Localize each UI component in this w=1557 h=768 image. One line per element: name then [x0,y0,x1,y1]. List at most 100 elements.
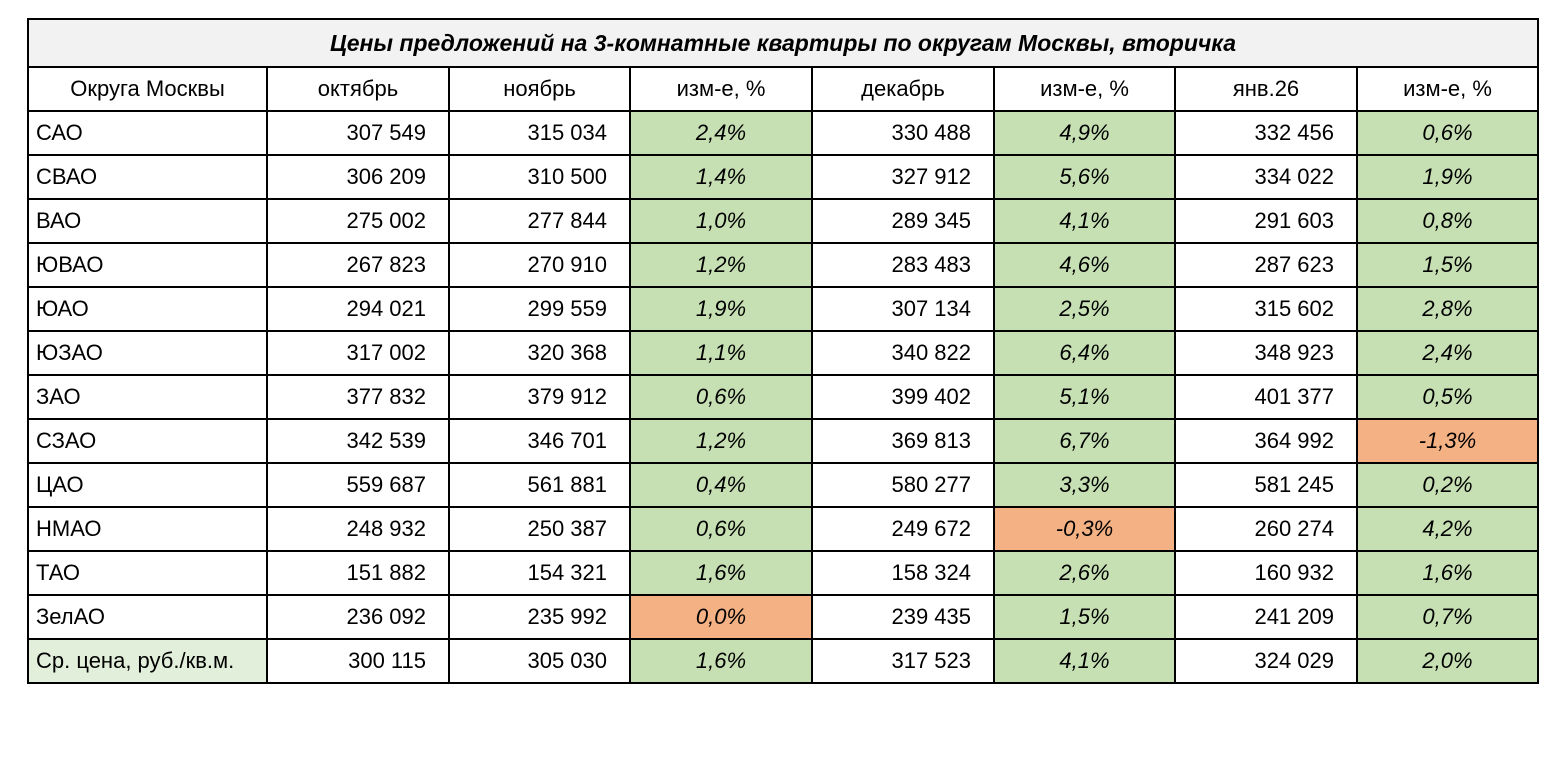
october-price-cell: 306 209 [266,154,450,200]
december-price-cell: 399 402 [811,374,995,420]
january-change-cell: 0,2% [1356,462,1539,508]
district-cell: ЦАО [27,462,268,508]
november-change-cell: 2,4% [629,110,813,156]
november-price-cell: 299 559 [448,286,631,332]
october-price-cell: 236 092 [266,594,450,640]
december-change-cell: 4,1% [993,198,1176,244]
table-row: ЮАО 294 021 299 559 1,9% 307 134 2,5% 315 602 2… [27,286,1539,332]
title-row: Цены предложений на 3-комнатные квартиры… [27,18,1539,68]
november-change-cell: 1,2% [629,418,813,464]
october-price-cell: 559 687 [266,462,450,508]
november-change-cell: 1,0% [629,198,813,244]
january-price-cell: 160 932 [1174,550,1358,596]
table-row: НМАО 248 932 250 387 0,6% 249 672 -0,3% 260 27… [27,506,1539,552]
november-price-cell: 154 321 [448,550,631,596]
january-price-cell: 332 456 [1174,110,1358,156]
january-price-cell: 581 245 [1174,462,1358,508]
table-body: Цены предложений на 3-комнатные квартиры… [27,18,1539,684]
december-change-cell: 1,5% [993,594,1176,640]
november-price-cell: 320 368 [448,330,631,376]
january-change-cell: 4,2% [1356,506,1539,552]
district-cell: ВАО [27,198,268,244]
table-row: СЗАО 342 539 346 701 1,2% 369 813 6,7% 364 992… [27,418,1539,464]
column-header-october: октябрь [266,66,450,112]
november-price-cell: 379 912 [448,374,631,420]
january-change-cell: 1,5% [1356,242,1539,288]
january-price-cell: 315 602 [1174,286,1358,332]
december-change-cell: -0,3% [993,506,1176,552]
december-price-cell: 283 483 [811,242,995,288]
november-price-cell: 250 387 [448,506,631,552]
table-row: ЗАО 377 832 379 912 0,6% 399 402 5,1% 401 377 0… [27,374,1539,420]
november-change-cell: 1,4% [629,154,813,200]
november-price-cell: 305 030 [448,638,631,684]
december-price-cell: 239 435 [811,594,995,640]
table-row: ЮЗАО 317 002 320 368 1,1% 340 822 6,4% 348 923… [27,330,1539,376]
november-change-cell: 1,9% [629,286,813,332]
november-price-cell: 561 881 [448,462,631,508]
january-price-cell: 287 623 [1174,242,1358,288]
january-price-cell: 241 209 [1174,594,1358,640]
column-header-change-december: изм-е, % [993,66,1176,112]
january-change-cell: -1,3% [1356,418,1539,464]
column-header-change-january: изм-е, % [1356,66,1539,112]
november-price-cell: 235 992 [448,594,631,640]
november-change-cell: 1,6% [629,550,813,596]
november-change-cell: 1,1% [629,330,813,376]
table-title: Цены предложений на 3-комнатные квартиры… [27,18,1539,68]
december-price-cell: 369 813 [811,418,995,464]
december-change-cell: 4,6% [993,242,1176,288]
district-cell: ТАО [27,550,268,596]
column-header-change-november: изм-е, % [629,66,813,112]
december-price-cell: 158 324 [811,550,995,596]
november-price-cell: 310 500 [448,154,631,200]
december-price-cell: 289 345 [811,198,995,244]
table-row: ЗелАО 236 092 235 992 0,0% 239 435 1,5% 241 20… [27,594,1539,640]
table-row: ВАО 275 002 277 844 1,0% 289 345 4,1% 291 603 0… [27,198,1539,244]
october-price-cell: 151 882 [266,550,450,596]
december-price-cell: 317 523 [811,638,995,684]
january-price-cell: 334 022 [1174,154,1358,200]
table-row: САО 307 549 315 034 2,4% 330 488 4,9% 332 456 0… [27,110,1539,156]
january-change-cell: 0,6% [1356,110,1539,156]
november-change-cell: 1,6% [629,638,813,684]
november-change-cell: 0,6% [629,506,813,552]
november-price-cell: 270 910 [448,242,631,288]
october-price-cell: 300 115 [266,638,450,684]
january-change-cell: 1,9% [1356,154,1539,200]
december-change-cell: 6,7% [993,418,1176,464]
table-row: СВАО 306 209 310 500 1,4% 327 912 5,6% 334 022… [27,154,1539,200]
january-change-cell: 2,4% [1356,330,1539,376]
november-change-cell: 1,2% [629,242,813,288]
october-price-cell: 377 832 [266,374,450,420]
december-change-cell: 6,4% [993,330,1176,376]
december-change-cell: 3,3% [993,462,1176,508]
december-price-cell: 330 488 [811,110,995,156]
district-cell: СВАО [27,154,268,200]
january-change-cell: 0,8% [1356,198,1539,244]
january-price-cell: 401 377 [1174,374,1358,420]
column-header-january: янв.26 [1174,66,1358,112]
january-price-cell: 348 923 [1174,330,1358,376]
december-change-cell: 4,9% [993,110,1176,156]
november-change-cell: 0,6% [629,374,813,420]
december-price-cell: 580 277 [811,462,995,508]
january-change-cell: 2,8% [1356,286,1539,332]
header-row: Округа Москвы октябрь ноябрь изм-е, % де… [27,66,1539,112]
december-change-cell: 2,6% [993,550,1176,596]
district-cell: ЗАО [27,374,268,420]
january-price-cell: 260 274 [1174,506,1358,552]
district-cell: НМАО [27,506,268,552]
october-price-cell: 267 823 [266,242,450,288]
october-price-cell: 342 539 [266,418,450,464]
october-price-cell: 317 002 [266,330,450,376]
november-price-cell: 315 034 [448,110,631,156]
table-row: ТАО 151 882 154 321 1,6% 158 324 2,6% 160 932 1… [27,550,1539,596]
table-row: ЮВАО 267 823 270 910 1,2% 283 483 4,6% 287 623… [27,242,1539,288]
price-table: Цены предложений на 3-комнатные квартиры… [27,18,1539,684]
january-price-cell: 364 992 [1174,418,1358,464]
october-price-cell: 307 549 [266,110,450,156]
november-price-cell: 346 701 [448,418,631,464]
november-change-cell: 0,0% [629,594,813,640]
january-change-cell: 1,6% [1356,550,1539,596]
